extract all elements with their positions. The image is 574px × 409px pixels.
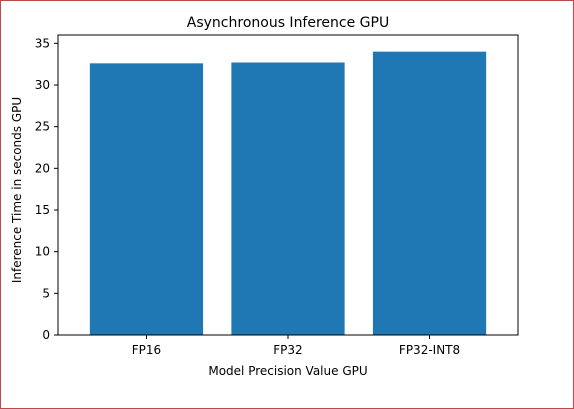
y-axis-label: Inference Time in seconds GPU: [10, 97, 24, 283]
axes-frame: [57, 34, 519, 336]
x-tick-label: FP32-INT8: [399, 343, 460, 357]
y-tick-label: 0: [42, 328, 50, 342]
bar-fp32-int8: [372, 51, 487, 336]
y-tick-label: 35: [35, 36, 50, 50]
x-tick-label: FP16: [132, 343, 161, 357]
y-tick-label: 30: [35, 78, 50, 92]
x-tick-label: FP32: [273, 343, 302, 357]
y-tick-label: 20: [35, 161, 50, 175]
y-tick-label: 15: [35, 203, 50, 217]
y-tick-label: 10: [35, 245, 50, 259]
y-tick-label: 5: [42, 286, 50, 300]
x-axis-label: Model Precision Value GPU: [208, 364, 367, 378]
chart-title: Asynchronous Inference GPU: [187, 15, 389, 31]
plot-area: FP16 FP32 FP32-INT8 0 5 10 15 20 25 30 35: [35, 34, 519, 357]
bar-fp16: [89, 63, 204, 335]
y-tick-label: 25: [35, 120, 50, 134]
bar-fp32: [231, 62, 345, 335]
